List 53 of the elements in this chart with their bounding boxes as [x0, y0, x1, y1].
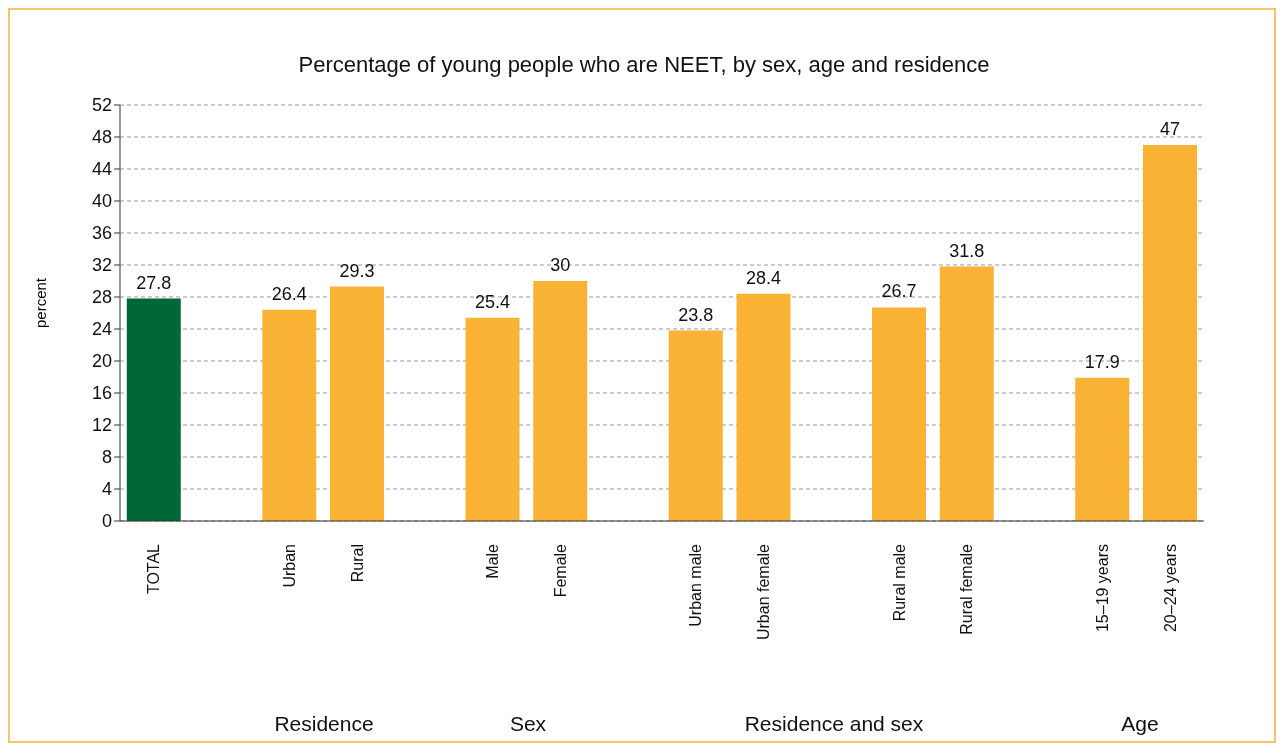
y-tick-label: 24 — [91, 319, 112, 340]
bar — [1143, 145, 1198, 521]
text: Sex — [508, 712, 548, 736]
data-label: 23.8 — [678, 304, 714, 325]
y-tick-label: 48 — [91, 127, 112, 148]
y-tick-label: 8 — [101, 447, 112, 468]
data-label: 25.4 — [475, 291, 511, 312]
bar — [126, 298, 181, 521]
x-tick-label: Urban male — [687, 543, 705, 627]
data-label: 29.3 — [339, 260, 375, 281]
y-tick-label: 44 — [91, 159, 112, 180]
x-tick-label: Rural male — [890, 543, 908, 622]
data-label: 27.8 — [136, 272, 172, 293]
data-label: 30 — [550, 255, 571, 275]
y-tick-label: 32 — [91, 255, 112, 276]
y-axis-title: percent — [32, 277, 49, 328]
bar — [736, 293, 791, 521]
x-tick-label: Rural female — [958, 543, 976, 635]
y-tick-label: 16 — [91, 383, 112, 404]
x-tick-label: Rural — [348, 544, 366, 583]
x-tick-label: 20–24 years — [1161, 544, 1179, 633]
y-tick-label: 4 — [101, 479, 112, 500]
bar — [533, 281, 588, 521]
data-label: 17.9 — [1084, 351, 1120, 372]
y-tick-label: 52 — [91, 95, 112, 116]
y-tick-label: 12 — [91, 415, 112, 436]
bar — [939, 266, 994, 521]
bar — [330, 286, 385, 521]
data-label: 31.8 — [949, 240, 985, 261]
y-tick-label: 0 — [101, 511, 112, 532]
y-tick-label: 40 — [91, 191, 112, 212]
bar — [1075, 377, 1130, 521]
bar — [668, 330, 723, 521]
data-label: 47 — [1160, 119, 1181, 139]
data-label: 28.4 — [746, 267, 782, 288]
bar — [872, 307, 927, 521]
x-tick-label: 15–19 years — [1093, 544, 1111, 633]
bar — [262, 309, 317, 521]
y-tick-label: 36 — [91, 223, 112, 244]
x-tick-label: TOTAL — [145, 543, 163, 595]
x-tick-label: Urban female — [755, 543, 773, 641]
y-tick-label: 28 — [91, 287, 112, 308]
text: Residence — [273, 712, 375, 736]
text: Residence and sex — [743, 712, 925, 736]
data-label: 26.4 — [271, 283, 307, 304]
x-tick-label: Urban — [280, 544, 298, 588]
y-tick-label: 20 — [91, 351, 112, 372]
text: Age — [1120, 712, 1160, 736]
chart-title: Percentage of young people who are NEET, by sex, age and residence — [297, 52, 991, 78]
bar — [465, 317, 520, 521]
x-tick-label: Female — [551, 543, 569, 598]
x-tick-label: Male — [484, 543, 502, 579]
data-label: 26.7 — [881, 281, 917, 302]
